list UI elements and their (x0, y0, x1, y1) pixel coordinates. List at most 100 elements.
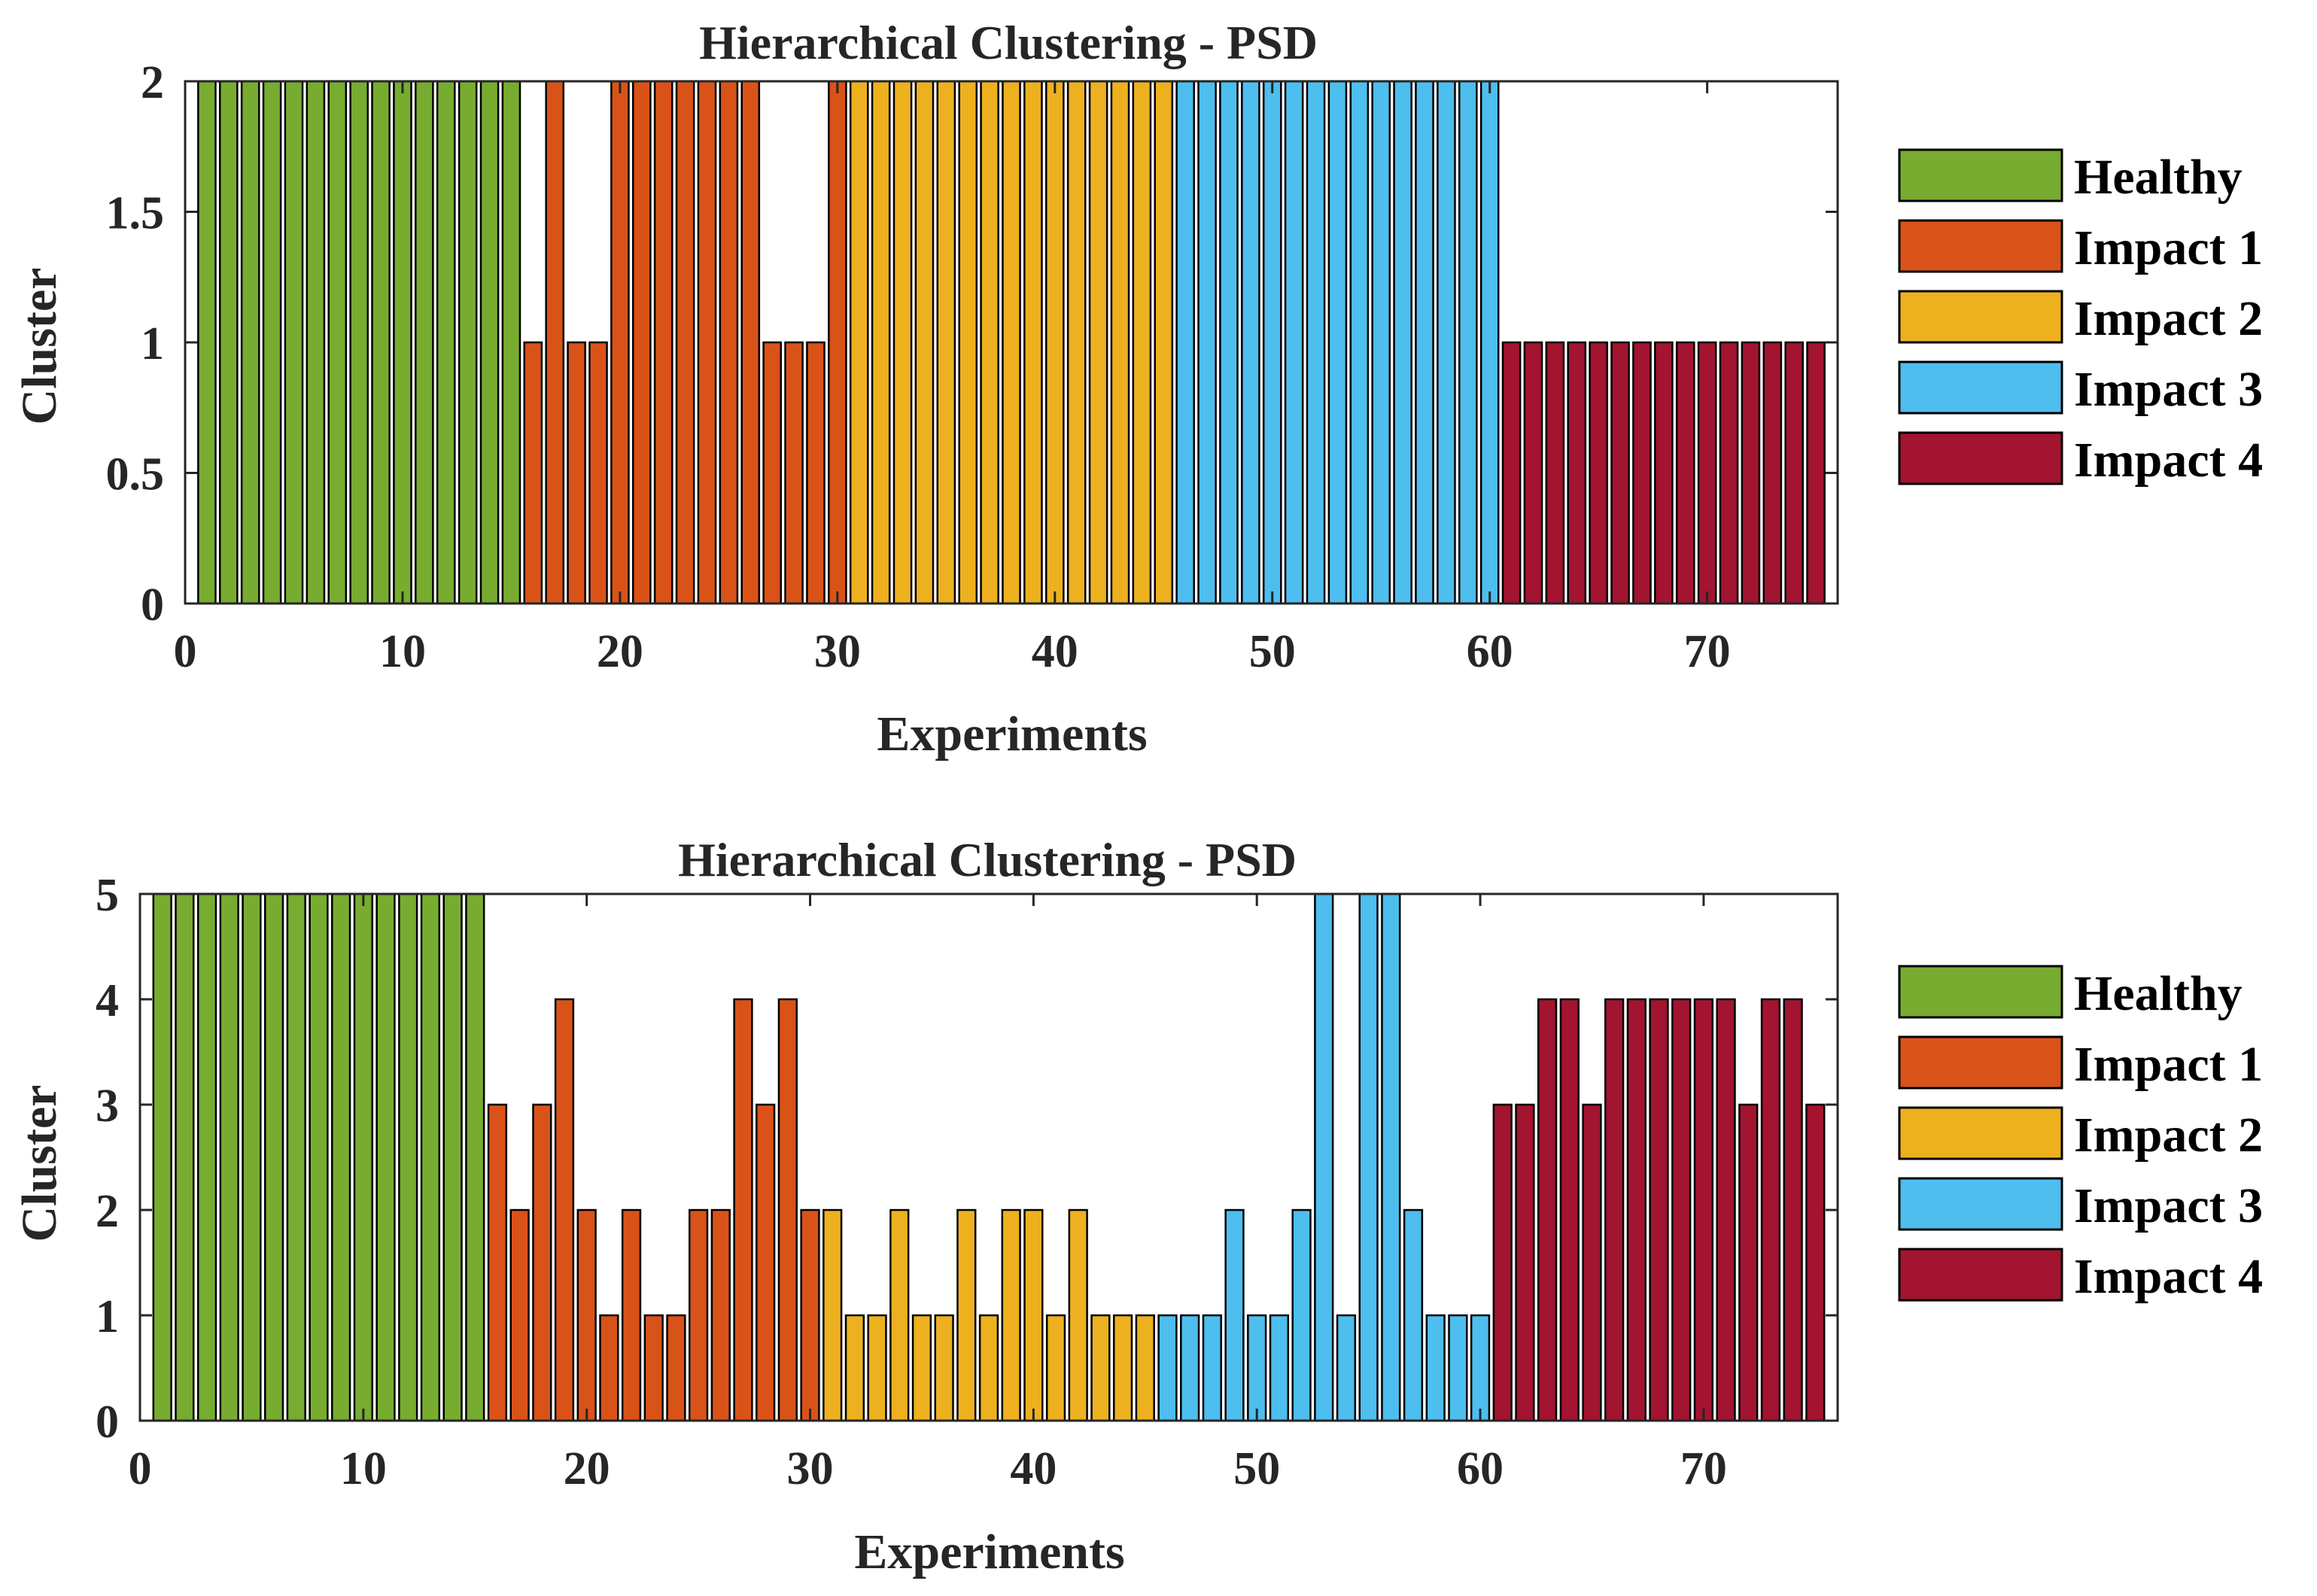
chart-top-bar-72 (1741, 341, 1761, 605)
chart-bottom-bar-61 (1492, 1103, 1513, 1422)
chart-top-bar-12 (436, 80, 456, 605)
chart-top-bar-25 (719, 80, 739, 605)
chart-top-bar-31 (849, 80, 869, 605)
chart-bottom-bar-2 (175, 892, 195, 1422)
chart-top-bar-37 (980, 80, 999, 605)
chart-bottom-legend-label-0: Healthy (2074, 966, 2243, 1021)
chart-top-bar-70 (1697, 341, 1717, 605)
chart-bottom-axes-box (138, 892, 1839, 1422)
chart-bottom-bar-43 (1090, 1314, 1111, 1422)
chart-top-bar-68 (1654, 341, 1674, 605)
chart-top-bar-48 (1219, 80, 1239, 605)
chart-top-bar-4 (262, 80, 282, 605)
chart-bottom-bar-72 (1738, 1103, 1759, 1422)
chart-bottom-bar-23 (643, 1314, 664, 1422)
chart-bottom-bar-29 (777, 998, 798, 1422)
chart-bottom-legend-swatch-3 (1898, 1177, 2063, 1231)
chart-bottom-bar-53 (1314, 892, 1334, 1422)
chart-top-bar-47 (1197, 80, 1217, 605)
chart-top-bar-55 (1371, 80, 1391, 605)
chart-bottom-bar-22 (621, 1208, 642, 1422)
chart-bottom-bar-1 (152, 892, 172, 1422)
chart-top-bar-58 (1437, 80, 1456, 605)
chart-bottom-bar-34 (889, 1208, 910, 1422)
chart-bottom-bar-48 (1202, 1314, 1222, 1422)
chart-bottom-xtick-label-10: 10 (340, 1443, 387, 1494)
chart-bottom-bar-49 (1224, 1208, 1245, 1422)
chart-bottom-bar-66 (1604, 998, 1625, 1422)
chart-top-xtick-label-0: 0 (174, 626, 197, 677)
chart-bottom-bar-45 (1135, 1314, 1155, 1422)
chart-top-legend-swatch-3 (1898, 360, 2063, 415)
chart-top-ytick-label-2: 1 (141, 318, 164, 369)
chart-top-bar-20 (610, 80, 630, 605)
chart-top-legend: Healthy Impact 1 Impact 2 Impact 3 Impact 4 (1898, 148, 2263, 488)
chart-top-bar-56 (1393, 80, 1412, 605)
chart-top-bar-61 (1501, 341, 1522, 605)
chart-bottom-xlabel: Experiments (854, 1525, 1124, 1579)
chart-top-bar-24 (697, 80, 717, 605)
chart-bottom-bar-63 (1537, 998, 1558, 1422)
chart-bottom-bar-60 (1470, 1314, 1491, 1422)
chart-bottom-legend-swatch-2 (1898, 1106, 2063, 1160)
chart-bottom-bar-40 (1023, 1208, 1044, 1422)
chart-bottom-bar-57 (1403, 1208, 1424, 1422)
chart-top-bar-18 (567, 341, 586, 605)
chart-bottom-bar-18 (532, 1103, 552, 1422)
chart-top: Hierarchical Clustering - PSD Cluster Ex… (12, 16, 2263, 762)
chart-bottom-bar-25 (688, 1208, 709, 1422)
chart-bottom-bar-73 (1760, 998, 1781, 1422)
chart-top-bar-39 (1023, 80, 1043, 605)
chart-bottom-bar-56 (1381, 892, 1401, 1422)
chart-bottom-legend-label-4: Impact 4 (2074, 1249, 2263, 1304)
chart-top-bar-74 (1784, 341, 1805, 605)
chart-top-xtick-label-10: 10 (379, 626, 426, 677)
chart-top-bar-10 (393, 80, 412, 605)
chart-bottom-ytick-label-5: 5 (96, 870, 119, 921)
chart-bottom-bar-39 (1001, 1208, 1021, 1422)
chart-bottom-bar-13 (420, 892, 441, 1422)
chart-top-bar-40 (1044, 80, 1065, 605)
chart-bottom-ytick-label-3: 3 (96, 1081, 119, 1132)
chart-top-bar-65 (1589, 341, 1608, 605)
chart-top-bar-26 (740, 80, 761, 605)
chart-top-xtick-label-70: 70 (1684, 626, 1731, 677)
chart-bottom-legend: Healthy Impact 1 Impact 2 Impact 3 Impact 4 (1898, 965, 2263, 1304)
chart-bottom-bar-12 (398, 892, 418, 1422)
chart-bottom-legend-swatch-0 (1898, 965, 2063, 1019)
chart-top-xtick-label-40: 40 (1032, 626, 1078, 677)
chart-bottom-bar-75 (1805, 1103, 1826, 1422)
chart-top-ylabel: Cluster (12, 268, 67, 425)
chart-bottom-bar-44 (1112, 1314, 1133, 1422)
chart-top-bar-69 (1675, 341, 1695, 605)
chart-bottom-xtick-label-70: 70 (1680, 1443, 1727, 1494)
chart-bottom-bar-47 (1180, 1314, 1200, 1422)
chart-bottom-bar-50 (1247, 1314, 1267, 1422)
chart-bottom-bar-20 (576, 1208, 597, 1422)
chart-top-bar-75 (1806, 341, 1826, 605)
chart-top-legend-swatch-2 (1898, 290, 2063, 344)
chart-top-bar-8 (349, 80, 369, 605)
chart-bottom-bar-7 (286, 892, 306, 1422)
chart-top-bar-59 (1458, 80, 1478, 605)
chart-top-bar-62 (1523, 341, 1543, 605)
chart-bottom-bar-38 (978, 1314, 999, 1422)
chart-bottom-bar-46 (1157, 1314, 1178, 1422)
chart-top-bar-60 (1479, 80, 1500, 605)
chart-top-ytick-label-3: 1.5 (106, 188, 165, 239)
chart-bottom-bar-64 (1559, 998, 1580, 1422)
chart-bottom-bar-9 (331, 892, 351, 1422)
chart-top-bar-41 (1066, 80, 1087, 605)
chart-top-legend-label-2: Impact 2 (2074, 291, 2263, 346)
chart-top-bar-46 (1175, 80, 1195, 605)
chart-top-bar-33 (892, 80, 913, 605)
chart-bottom-bar-62 (1515, 1103, 1535, 1422)
chart-top-bar-27 (762, 341, 782, 605)
chart-bottom-bar-55 (1358, 892, 1379, 1422)
chart-bottom-bar-51 (1269, 1314, 1290, 1422)
chart-top-ticks: 0 10 20 30 40 50 60 70 0 0.5 1 1.5 2 (106, 57, 1838, 677)
chart-top-bars (197, 80, 1826, 605)
chart-bottom-bar-52 (1291, 1208, 1312, 1422)
chart-bottom-bar-28 (756, 1103, 776, 1422)
chart-bottom-bar-5 (242, 892, 262, 1422)
